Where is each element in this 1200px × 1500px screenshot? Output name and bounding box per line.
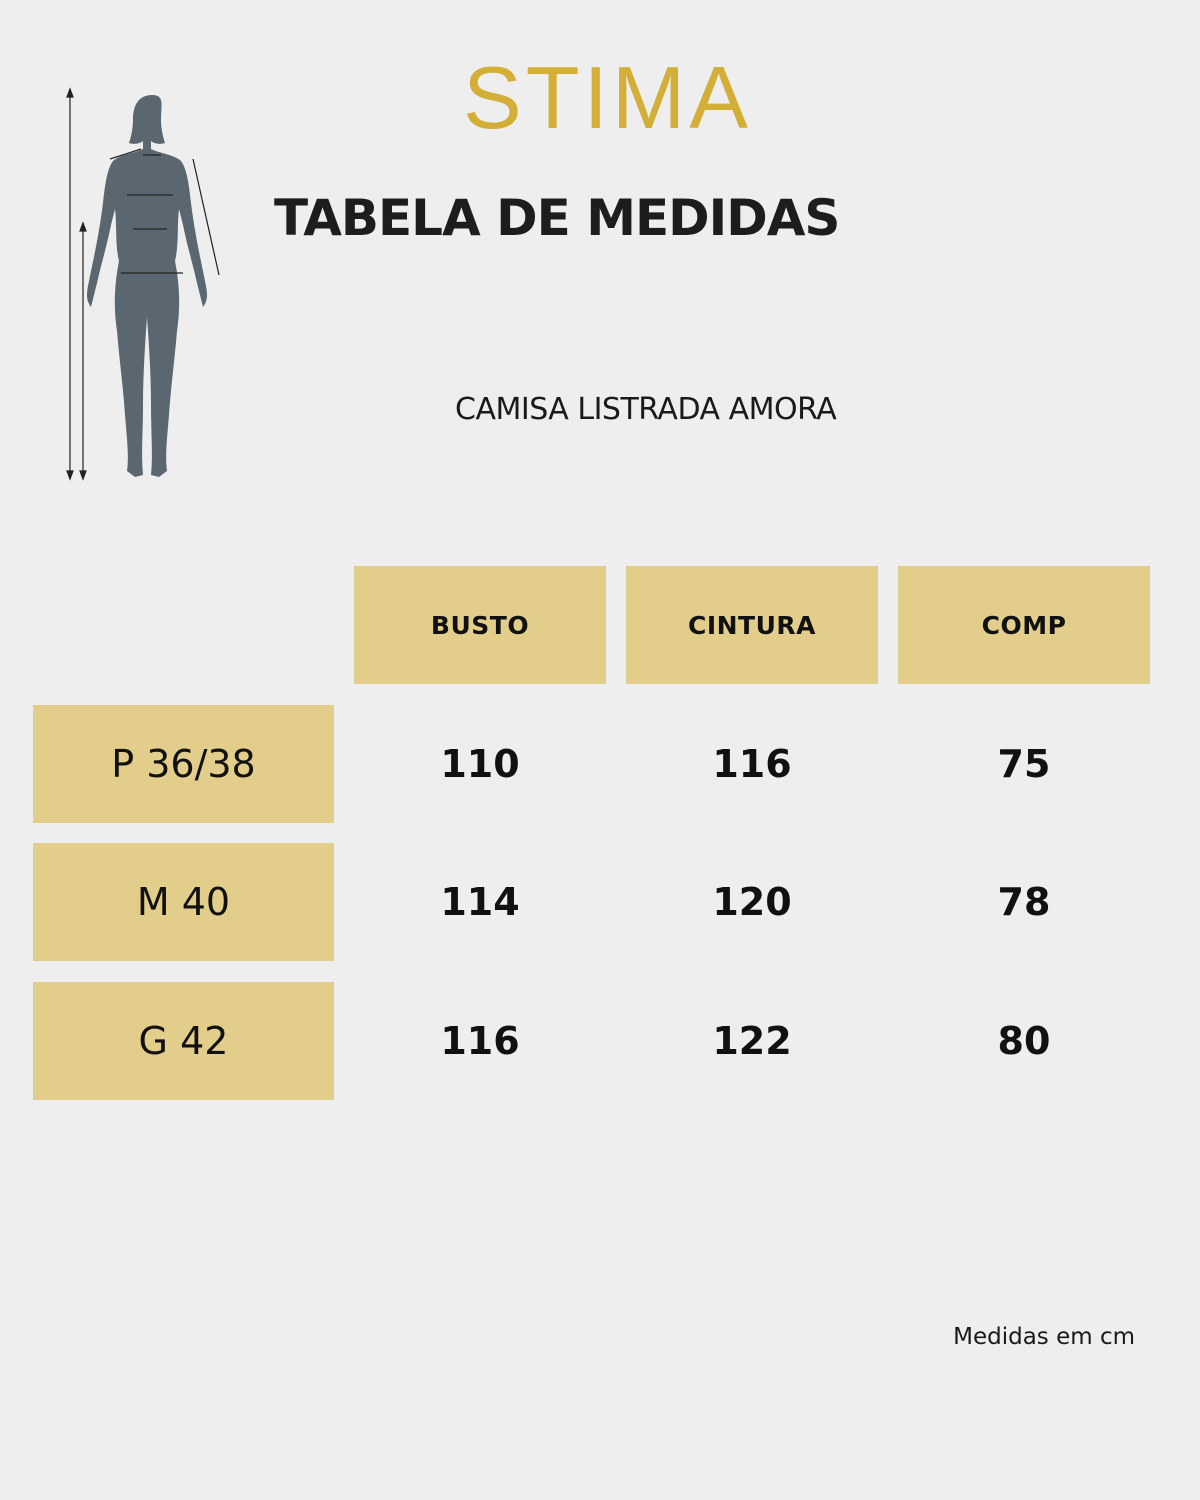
value-busto: 110 (440, 742, 520, 786)
brand-logo: STIMA (463, 48, 752, 147)
value-cintura: 122 (712, 1019, 792, 1063)
column-header-comp: COMP (898, 566, 1150, 684)
column-header-cintura: CINTURA (626, 566, 878, 684)
value-cintura: 120 (712, 880, 792, 924)
size-label: G 42 (33, 982, 334, 1100)
value-busto: 114 (440, 880, 520, 924)
product-name: CAMISA LISTRADA AMORA (455, 392, 837, 427)
value-comp: 75 (997, 742, 1051, 786)
value-cintura: 116 (712, 742, 792, 786)
value-comp: 78 (997, 880, 1051, 924)
size-label: M 40 (33, 843, 334, 961)
body-measurement-icon (66, 87, 220, 481)
units-note: Medidas em cm (953, 1324, 1135, 1350)
size-label: P 36/38 (33, 705, 334, 823)
column-header-busto: BUSTO (354, 566, 606, 684)
page-title: TABELA DE MEDIDAS (274, 189, 840, 247)
value-comp: 80 (997, 1019, 1051, 1063)
value-busto: 116 (440, 1019, 520, 1063)
